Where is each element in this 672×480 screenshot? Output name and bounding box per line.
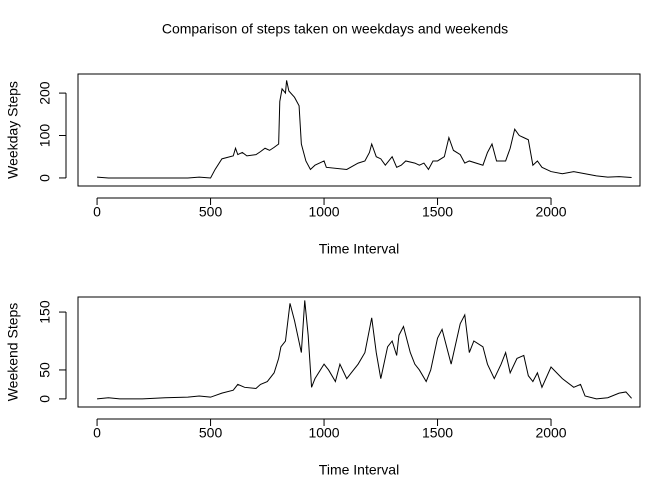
y-axis-label: Weekend Steps xyxy=(5,303,21,402)
data-line xyxy=(97,300,632,400)
x-tick-label: 0 xyxy=(93,204,101,220)
y-tick-label: 0 xyxy=(37,174,53,182)
x-tick-label: 2000 xyxy=(535,204,566,220)
y-tick-label: 150 xyxy=(37,300,53,324)
y-tick-label: 0 xyxy=(37,395,53,403)
plot-box xyxy=(77,296,641,408)
x-tick-label: 1500 xyxy=(422,425,453,441)
y-tick-label: 50 xyxy=(37,362,53,378)
x-tick-label: 500 xyxy=(199,204,223,220)
y-tick-label: 200 xyxy=(37,81,53,105)
figure-title: Comparison of steps taken on weekdays an… xyxy=(162,21,508,37)
y-axis-label: Weekday Steps xyxy=(5,81,21,179)
plot-box xyxy=(77,73,641,187)
x-tick-label: 1000 xyxy=(308,204,339,220)
x-tick-label: 500 xyxy=(199,425,223,441)
x-axis-label: Time Interval xyxy=(319,462,399,478)
data-line xyxy=(97,80,632,179)
x-tick-label: 1500 xyxy=(422,204,453,220)
x-tick-label: 1000 xyxy=(308,425,339,441)
x-axis-label: Time Interval xyxy=(319,241,399,257)
y-tick-label: 100 xyxy=(37,124,53,148)
x-tick-label: 0 xyxy=(93,425,101,441)
x-tick-label: 2000 xyxy=(535,425,566,441)
